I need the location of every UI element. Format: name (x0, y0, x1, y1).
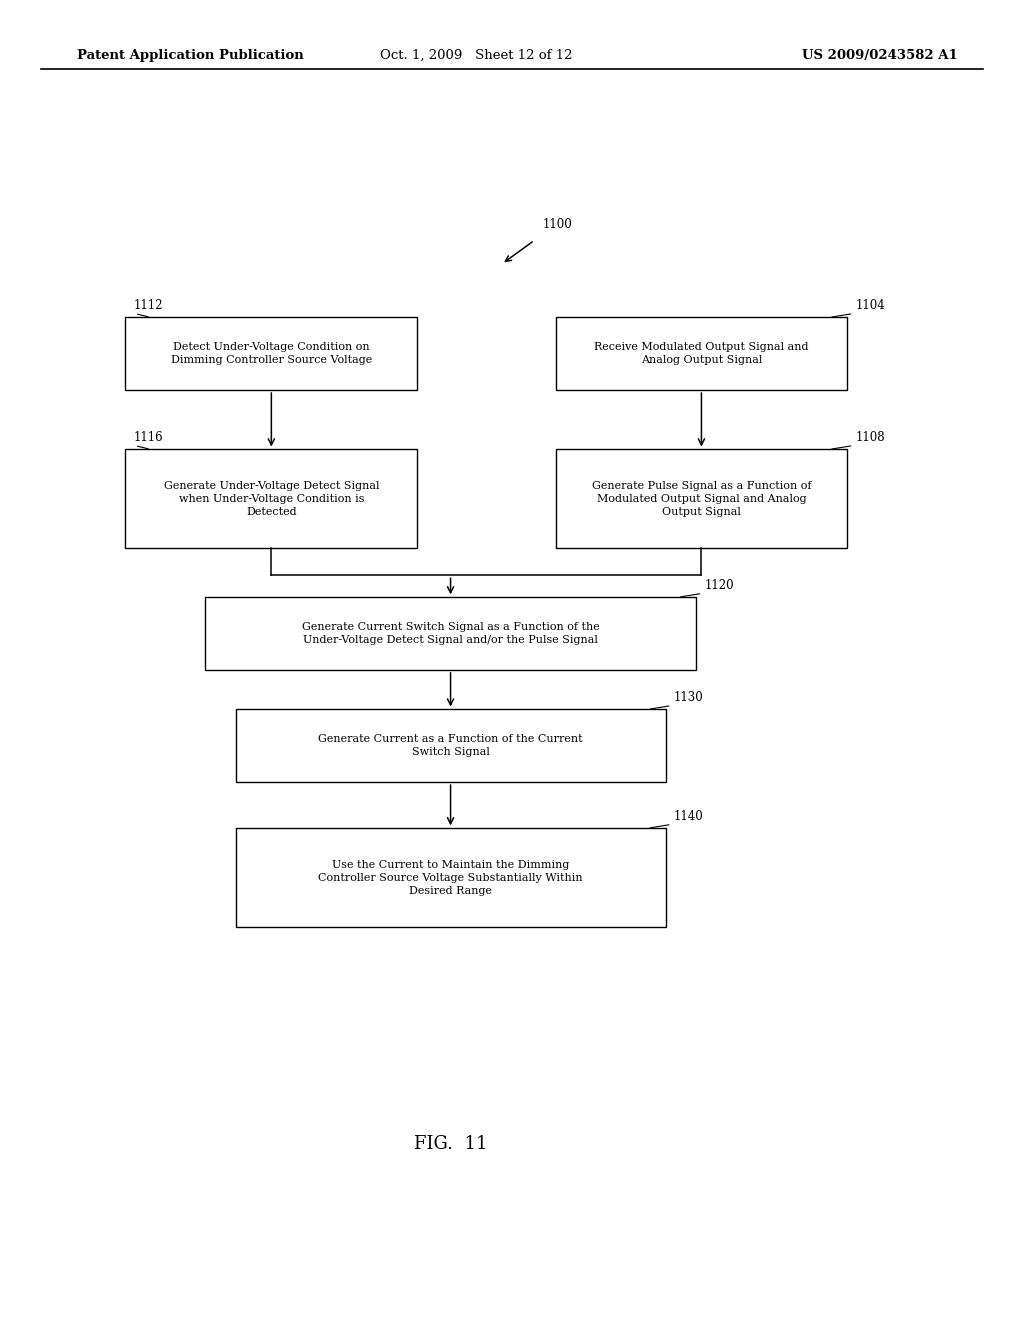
Text: Generate Current Switch Signal as a Function of the
Under-Voltage Detect Signal : Generate Current Switch Signal as a Func… (302, 622, 599, 645)
Text: Detect Under-Voltage Condition on
Dimming Controller Source Voltage: Detect Under-Voltage Condition on Dimmin… (171, 342, 372, 366)
Text: Patent Application Publication: Patent Application Publication (77, 49, 303, 62)
Text: 1108: 1108 (856, 432, 885, 444)
Text: 1104: 1104 (856, 300, 886, 312)
Bar (556, 449, 848, 549)
Text: Generate Under-Voltage Detect Signal
when Under-Voltage Condition is
Detected: Generate Under-Voltage Detect Signal whe… (164, 480, 379, 517)
Text: 1116: 1116 (134, 432, 163, 444)
Text: 1130: 1130 (674, 692, 703, 704)
Text: Oct. 1, 2009   Sheet 12 of 12: Oct. 1, 2009 Sheet 12 of 12 (380, 49, 572, 62)
Text: Generate Current as a Function of the Current
Switch Signal: Generate Current as a Function of the Cu… (318, 734, 583, 758)
Bar (126, 449, 418, 549)
Bar (556, 317, 848, 391)
Text: 1120: 1120 (705, 579, 734, 591)
Bar (126, 317, 418, 391)
Text: US 2009/0243582 A1: US 2009/0243582 A1 (802, 49, 957, 62)
Bar (236, 709, 666, 781)
Text: 1100: 1100 (543, 218, 572, 231)
Text: FIG.  11: FIG. 11 (414, 1135, 487, 1154)
Text: 1112: 1112 (134, 300, 163, 312)
Text: Use the Current to Maintain the Dimming
Controller Source Voltage Substantially : Use the Current to Maintain the Dimming … (318, 859, 583, 896)
Bar (236, 829, 666, 927)
Text: 1140: 1140 (674, 810, 703, 824)
Bar (205, 597, 696, 671)
Text: Receive Modulated Output Signal and
Analog Output Signal: Receive Modulated Output Signal and Anal… (594, 342, 809, 366)
Text: Generate Pulse Signal as a Function of
Modulated Output Signal and Analog
Output: Generate Pulse Signal as a Function of M… (592, 480, 811, 517)
